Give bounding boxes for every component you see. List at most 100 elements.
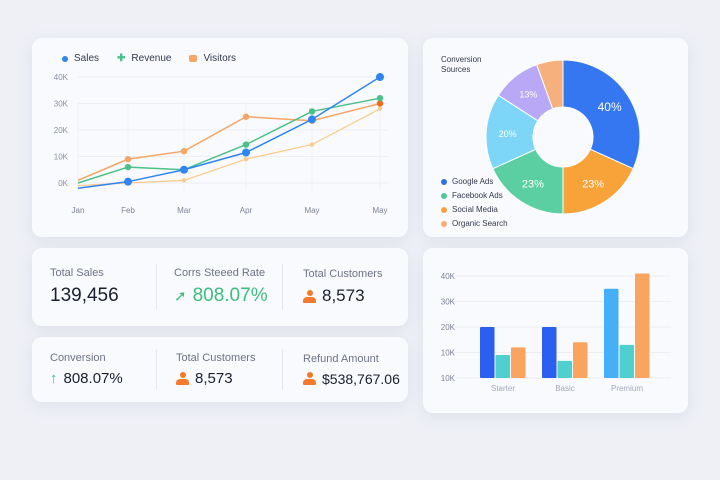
y-tick-label: 30K bbox=[441, 298, 456, 307]
stat-label: Corrs Steeed Rate bbox=[174, 267, 266, 279]
x-tick-label: Apr bbox=[240, 206, 253, 215]
bar bbox=[495, 355, 510, 378]
slice-label: 40% bbox=[598, 100, 622, 114]
x-tick-label: Starter bbox=[491, 384, 515, 393]
legend-visitors[interactable]: Visitors bbox=[189, 53, 236, 64]
legend-revenue[interactable]: ✚ Revenue bbox=[117, 53, 171, 64]
data-point bbox=[376, 73, 384, 81]
x-tick-label: Jan bbox=[72, 206, 85, 215]
bar bbox=[557, 360, 572, 378]
divider bbox=[156, 349, 157, 390]
bar bbox=[619, 344, 634, 378]
legend-label: Visitors bbox=[203, 53, 237, 64]
user-icon bbox=[303, 289, 316, 303]
stat-total-customers: Total Customers 8,573 bbox=[303, 248, 382, 326]
x-tick-label: Basic bbox=[555, 384, 575, 393]
stat-total-sales: Total Sales 139,456 bbox=[50, 248, 119, 326]
donut-slice bbox=[536, 59, 564, 110]
donut-slice bbox=[562, 148, 634, 215]
line-chart-legend: Sales ✚ Revenue Visitors bbox=[62, 53, 236, 64]
stats-card-1: Total Sales 139,456 Corrs Steeed Rate ➚ 8… bbox=[32, 248, 408, 326]
data-point bbox=[376, 95, 384, 102]
data-point bbox=[309, 142, 315, 147]
legend-social-media[interactable]: Social Media bbox=[441, 205, 498, 214]
stat-value: 139,456 bbox=[50, 285, 119, 306]
briefcase-icon bbox=[189, 55, 198, 62]
circle-icon bbox=[441, 192, 447, 199]
bar-chart: 10K 10K 20K 30K 40K Starter Basic Premium bbox=[441, 272, 671, 393]
data-point bbox=[180, 148, 188, 155]
stat-label: Total Customers bbox=[176, 352, 256, 364]
data-point bbox=[124, 155, 132, 163]
y-tick-label: 10K bbox=[441, 374, 456, 383]
data-point bbox=[124, 177, 132, 186]
legend-google-ads[interactable]: Google Ads bbox=[441, 177, 493, 186]
trend-up-icon: ➚ bbox=[174, 288, 187, 305]
data-point bbox=[308, 108, 316, 115]
stat-value: 808.07% bbox=[192, 285, 268, 306]
x-tick-label: May bbox=[372, 206, 387, 215]
stat-refund-amount: Refund Amount $538,767.06 bbox=[303, 337, 400, 402]
bar bbox=[511, 347, 526, 378]
stat-rate: Corrs Steeed Rate ➚ 808.07% bbox=[174, 248, 268, 326]
slice-label: 20% bbox=[499, 129, 517, 139]
bar bbox=[635, 273, 650, 378]
donut-title: Conversion Sources bbox=[441, 55, 482, 74]
user-icon bbox=[176, 372, 189, 385]
legend-organic-search[interactable]: Organic Search bbox=[441, 219, 508, 228]
stat-value: 8,573 bbox=[322, 286, 365, 305]
legend-label: Social Media bbox=[452, 205, 498, 214]
stat-total-customers-2: Total Customers 8,573 bbox=[176, 337, 255, 402]
y-tick-label: 30K bbox=[54, 100, 69, 109]
donut-chart: 40% 23% 23% 20% 13% bbox=[485, 59, 641, 215]
x-tick-label: Mar bbox=[177, 206, 191, 215]
bar-chart-card: 10K 10K 20K 30K 40K Starter Basic Premium bbox=[423, 248, 688, 413]
y-tick-label: 10K bbox=[54, 153, 69, 162]
y-tick-label: 10K bbox=[441, 349, 456, 358]
line-series-sales bbox=[77, 76, 381, 190]
stat-value: 808.07% bbox=[63, 370, 123, 387]
bar bbox=[573, 342, 588, 378]
bar bbox=[480, 327, 495, 378]
y-tick-label: 40K bbox=[54, 73, 69, 82]
user-icon bbox=[303, 372, 316, 385]
legend-label: Sales bbox=[74, 53, 100, 64]
donut-chart-card: Conversion Sources 40% 23% 23% 20% 13% Googl… bbox=[423, 38, 688, 237]
legend-facebook-ads[interactable]: Facebook Ads bbox=[441, 191, 503, 200]
divider bbox=[282, 349, 283, 390]
data-point bbox=[376, 100, 384, 107]
x-tick-label: Premium bbox=[611, 384, 643, 393]
x-tick-label: Feb bbox=[121, 206, 135, 215]
donut-slice bbox=[562, 59, 641, 170]
circle-icon bbox=[441, 206, 447, 213]
line-series-trend bbox=[77, 108, 381, 187]
line-chart-card: Sales ✚ Revenue Visitors 0K 10K 20K 30K 40K Ja… bbox=[32, 38, 408, 237]
data-point bbox=[242, 113, 250, 120]
line-series-visitors bbox=[77, 102, 381, 182]
slice-label: 13% bbox=[519, 90, 537, 100]
y-tick-label: 20K bbox=[441, 323, 456, 332]
stat-value: $538,767.06 bbox=[322, 370, 400, 387]
donut-slice bbox=[492, 148, 564, 215]
data-point bbox=[308, 115, 316, 124]
divider bbox=[282, 264, 283, 310]
data-point bbox=[181, 178, 187, 183]
stat-label: Refund Amount bbox=[303, 352, 379, 365]
data-point bbox=[243, 156, 249, 162]
stat-label: Total Customers bbox=[303, 268, 383, 280]
legend-sales[interactable]: Sales bbox=[62, 53, 99, 64]
y-tick-label: 20K bbox=[54, 126, 69, 135]
stats-card-2: Conversion ↑ 808.07% Total Customers 8,57… bbox=[32, 337, 408, 402]
data-point bbox=[124, 163, 132, 171]
circle-icon bbox=[62, 55, 68, 62]
legend-label: Facebook Ads bbox=[452, 191, 503, 200]
slice-label: 23% bbox=[582, 179, 604, 191]
data-point bbox=[180, 165, 188, 174]
stat-label: Conversion bbox=[50, 352, 106, 364]
data-point bbox=[242, 148, 250, 157]
plus-icon: ✚ bbox=[117, 53, 126, 64]
divider bbox=[156, 264, 157, 310]
x-tick-label: May bbox=[304, 206, 319, 215]
bar bbox=[604, 288, 619, 378]
slice-label: 23% bbox=[522, 179, 544, 191]
